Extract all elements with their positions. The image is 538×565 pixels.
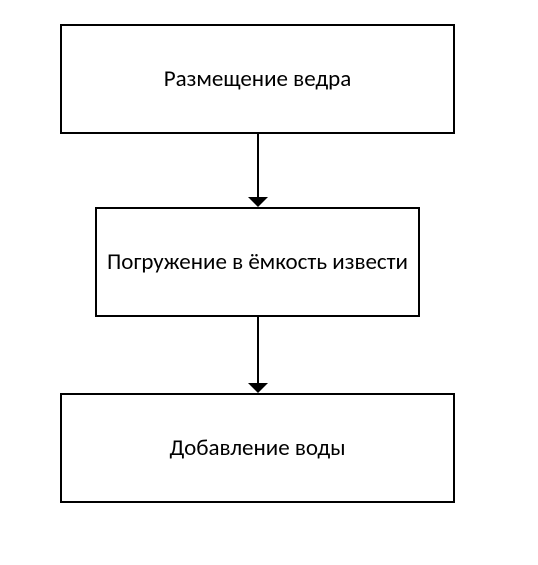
arrow-head-icon xyxy=(248,197,268,207)
arrow-line xyxy=(257,134,259,197)
flowchart-node-step3: Добавление воды xyxy=(60,393,455,503)
flowchart-node-step2: Погружение в ёмкость извести xyxy=(95,207,420,317)
arrow-line xyxy=(257,317,259,383)
flowchart-node-label: Добавление воды xyxy=(169,434,345,463)
flowchart-container: Размещение ведра Погружение в ёмкость изв… xyxy=(0,0,538,565)
flowchart-node-label: Погружение в ёмкость извести xyxy=(107,248,408,277)
flowchart-node-label: Размещение ведра xyxy=(164,65,352,94)
arrow-head-icon xyxy=(248,383,268,393)
flowchart-node-step1: Размещение ведра xyxy=(60,24,455,134)
